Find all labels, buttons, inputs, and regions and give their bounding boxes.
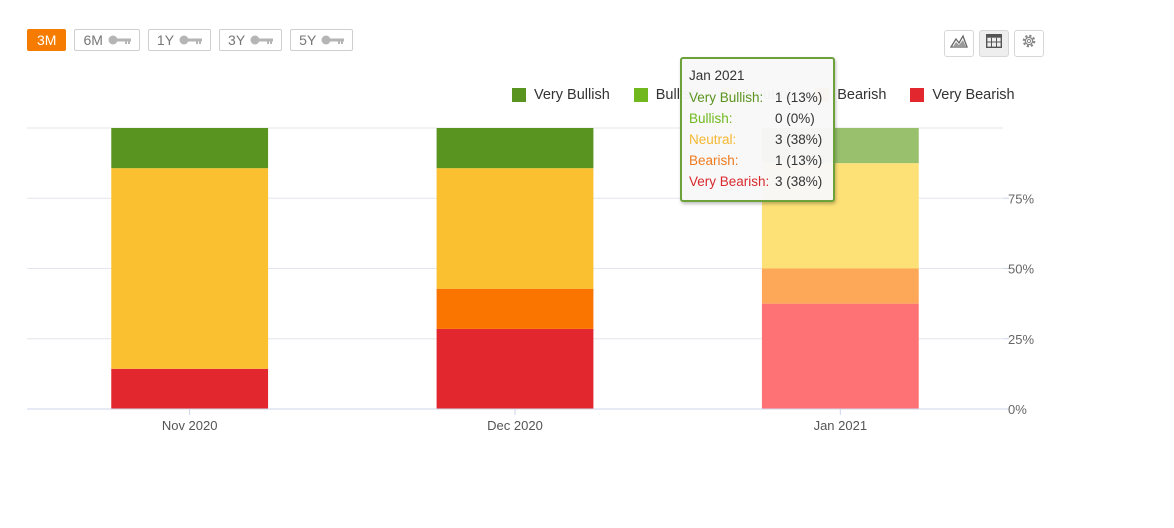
settings-button[interactable] — [1014, 30, 1044, 57]
range-label: 3M — [37, 32, 57, 48]
key-icon — [108, 35, 132, 45]
range-3y-button[interactable]: 3Y — [219, 29, 283, 51]
tooltip-row: Very Bearish: 3 (38%) — [689, 171, 826, 192]
range-label: 1Y — [156, 32, 175, 48]
tooltip-value: 3 (38%) — [775, 174, 823, 189]
legend-swatch — [512, 88, 526, 102]
bar-segment-very-bullish[interactable] — [436, 128, 594, 169]
x-tick-label: Jan 2021 — [814, 418, 868, 433]
time-range-selector: 3M 6M 1Y 3Y 5Y — [27, 29, 354, 51]
bar-segment-very-bearish[interactable] — [761, 303, 919, 409]
key-icon — [179, 35, 203, 45]
bar-segment-bearish[interactable] — [761, 268, 919, 304]
range-label: 6M — [83, 32, 103, 48]
tooltip-row: Very Bullish: 1 (13%) — [689, 87, 826, 108]
y-tick-label: 25% — [1008, 332, 1034, 347]
tooltip-row: Bearish: 1 (13%) — [689, 150, 826, 171]
bar-segment-neutral[interactable] — [436, 168, 594, 289]
tooltip-row: Bullish: 0 (0%) — [689, 108, 826, 129]
range-label: 5Y — [299, 32, 317, 48]
range-1y-button[interactable]: 1Y — [147, 29, 212, 51]
tooltip-title: Jan 2021 — [689, 68, 745, 83]
bar-segment-very-bearish[interactable] — [436, 328, 594, 409]
y-tick-label: 0% — [1008, 402, 1027, 417]
y-tick-label: 75% — [1008, 191, 1034, 206]
y-tick-label: 50% — [1008, 262, 1034, 277]
tooltip-label: Very Bullish: — [689, 90, 764, 105]
chart-toolbar — [944, 30, 1044, 57]
tooltip-value: 1 (13%) — [775, 90, 823, 105]
table-view-button[interactable] — [979, 30, 1009, 57]
x-tick-label: Dec 2020 — [487, 418, 543, 433]
x-tick-label: Nov 2020 — [162, 418, 218, 433]
area-chart-icon — [949, 34, 968, 53]
tooltip-value: 0 (0%) — [775, 111, 815, 126]
legend-swatch — [633, 88, 648, 102]
tooltip-row: Neutral: 3 (38%) — [689, 129, 826, 150]
tooltip-label: Neutral: — [689, 132, 737, 147]
key-icon — [250, 35, 274, 45]
chart-tooltip: Jan 2021 Very Bullish: 1 (13%) Bullish: … — [680, 57, 835, 202]
legend-label: Very Bullish — [534, 87, 610, 103]
legend-item-very-bullish[interactable]: Very Bullish — [512, 87, 610, 103]
tooltip-value: 3 (38%) — [775, 132, 823, 147]
table-view-icon — [985, 33, 1003, 53]
bar-segment-neutral[interactable] — [111, 168, 269, 369]
range-3m-button[interactable]: 3M — [27, 29, 67, 51]
tooltip-label: Very Bearish: — [689, 174, 770, 189]
key-icon — [321, 35, 345, 45]
bar-segment-very-bearish[interactable] — [111, 368, 269, 409]
area-chart-button[interactable] — [944, 30, 974, 57]
range-5y-button[interactable]: 5Y — [290, 29, 354, 51]
bar-segment-very-bullish[interactable] — [111, 128, 269, 169]
legend-label: Bearish — [837, 87, 887, 103]
range-6m-button[interactable]: 6M — [74, 29, 140, 51]
settings-gear-icon — [1021, 33, 1037, 54]
legend-swatch — [910, 88, 925, 102]
tooltip-label: Bullish: — [689, 111, 733, 126]
legend-item-very-bearish[interactable]: Very Bearish — [910, 87, 1015, 103]
tooltip-label: Bearish: — [689, 153, 739, 168]
legend-label: Very Bearish — [932, 87, 1015, 103]
range-label: 3Y — [228, 32, 246, 48]
bar-segment-bearish[interactable] — [436, 288, 594, 329]
tooltip-value: 1 (13%) — [775, 153, 823, 168]
